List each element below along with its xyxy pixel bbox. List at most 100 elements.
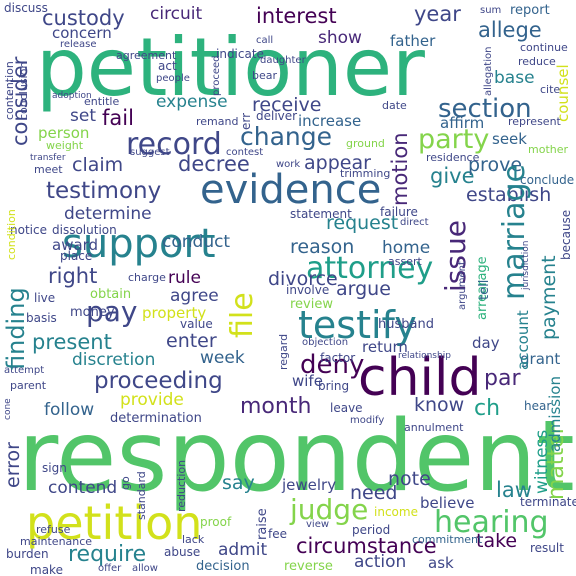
word-cone: cone <box>3 398 13 420</box>
word-proceed: proceed <box>211 55 222 96</box>
word-support: support <box>62 221 216 267</box>
word-proof: proof <box>200 515 232 529</box>
word-base: base <box>494 68 535 88</box>
word-discretion: discretion <box>72 350 156 370</box>
word-income: income <box>374 505 418 519</box>
word-child: child <box>358 348 482 408</box>
word-modify: modify <box>350 415 385 426</box>
word-follow: follow <box>44 400 95 420</box>
word-agreement: agreement <box>116 49 177 62</box>
word-standard: standard <box>135 471 148 520</box>
word-evidence: evidence <box>200 167 382 213</box>
word-leave: leave <box>330 401 363 415</box>
word-admission: admission <box>546 376 564 452</box>
word-par: par <box>484 366 521 391</box>
word-date: date <box>382 99 407 112</box>
word-set: set <box>70 106 96 126</box>
word-award: award <box>52 236 99 254</box>
word-dissolution: dissolution <box>52 223 117 237</box>
word-affirm: affirm <box>440 114 485 132</box>
word-wife: wife <box>292 372 323 390</box>
word-agree: agree <box>170 286 219 306</box>
word-record: record <box>126 127 222 162</box>
word-because: because <box>559 209 573 260</box>
word-indicate: indicate <box>216 47 264 61</box>
word-argue: argue <box>336 278 391 300</box>
word-work: work <box>276 159 301 170</box>
word-ch: ch <box>474 396 501 421</box>
word-continue: continue <box>520 41 568 54</box>
word-adoption: adoption <box>52 91 92 101</box>
word-fee: fee <box>268 527 287 541</box>
word-bring: bring <box>318 379 350 393</box>
word-note: note <box>388 468 431 490</box>
word-error: error <box>2 442 24 488</box>
word-payment: payment <box>538 255 560 340</box>
word-factor: factor <box>320 351 356 365</box>
word-value: value <box>180 317 213 331</box>
word-err: err <box>239 112 253 130</box>
word-report: report <box>510 3 550 18</box>
word-judge: judge <box>290 493 369 526</box>
word-entitle: entitle <box>84 95 120 108</box>
word-say: say <box>222 472 255 494</box>
word-weight: weight <box>46 139 84 152</box>
word-residence: residence <box>426 151 480 164</box>
word-hear: hear <box>524 399 552 413</box>
word-law: law <box>496 478 532 502</box>
word-decision: decision <box>196 559 250 574</box>
word-release: release <box>60 39 97 50</box>
word-reverse: reverse <box>284 559 333 574</box>
word-call: call <box>256 35 274 46</box>
word-prove: prove <box>468 154 523 176</box>
word-circuit: circuit <box>150 4 203 24</box>
word-allegation: allegation <box>483 46 494 96</box>
word-allow: allow <box>132 563 158 574</box>
word-establish: establish <box>466 184 552 206</box>
word-act: act <box>158 59 177 73</box>
word-need: need <box>350 482 398 504</box>
word-circumstance: circumstance <box>296 534 437 558</box>
word-grant: grant <box>520 350 561 368</box>
word-lack: lack <box>182 533 205 546</box>
word-allege: allege <box>478 18 542 42</box>
word-sign: sign <box>42 461 67 475</box>
word-charge: charge <box>128 271 166 284</box>
word-live: live <box>34 291 56 305</box>
word-relationship: relationship <box>398 351 451 361</box>
word-meet: meet <box>34 163 63 176</box>
word-proceeding: proceeding <box>94 368 223 394</box>
word-commitment: commitment <box>412 533 483 546</box>
word-people: people <box>156 73 190 84</box>
word-contend: contend <box>48 478 118 498</box>
word-testify: testify <box>298 303 417 347</box>
word-condition: condition <box>5 209 18 260</box>
word-home: home <box>382 238 431 258</box>
word-finding: finding <box>2 287 30 370</box>
word-father: father <box>390 32 436 50</box>
word-seek: seek <box>492 130 527 148</box>
word-conclude: conclude <box>520 173 575 187</box>
word-fail: fail <box>102 106 134 130</box>
word-show: show <box>318 28 362 48</box>
word-provide: provide <box>120 390 184 410</box>
word-custody: custody <box>42 6 125 30</box>
word-day: day <box>472 334 500 352</box>
word-hearing: hearing <box>434 505 549 540</box>
word-expense: expense <box>156 92 228 112</box>
word-raise: raise <box>255 508 270 540</box>
word-attempt: attempt <box>4 365 45 376</box>
word-attorney: attorney <box>306 251 434 286</box>
word-daughter: daughter <box>260 55 306 66</box>
word-contention: contention <box>3 61 16 120</box>
word-deny: deny <box>300 350 365 380</box>
word-place: place <box>60 249 93 263</box>
word-take: take <box>476 530 518 552</box>
word-property: property <box>142 304 207 322</box>
word-admit: admit <box>218 540 268 560</box>
word-right: right <box>48 264 98 288</box>
word-deliver: deliver <box>256 109 298 123</box>
word-request: request <box>326 212 399 234</box>
word-return: return <box>362 338 408 356</box>
word-terminate: terminate <box>520 495 576 509</box>
